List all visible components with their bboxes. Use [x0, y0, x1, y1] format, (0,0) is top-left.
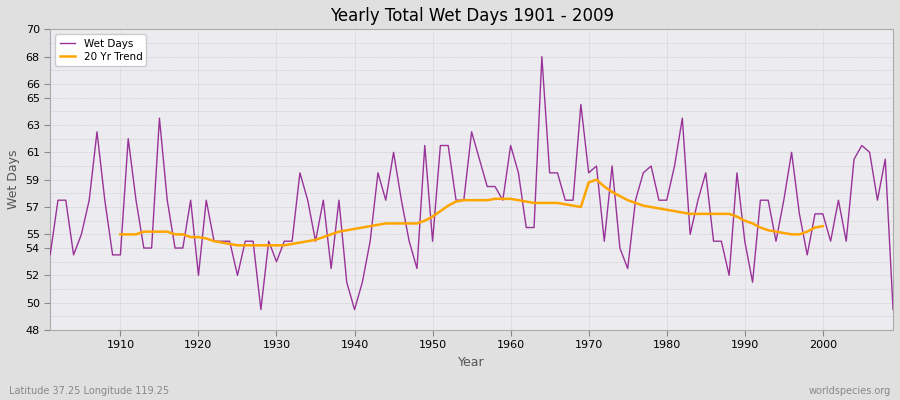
20 Yr Trend [201, 236, 212, 241]
20 Yr Trend [591, 177, 602, 182]
Wet Days [45, 252, 56, 257]
Wet Days [615, 246, 626, 250]
Wet Days [256, 307, 266, 312]
X-axis label: Year: Year [458, 356, 485, 369]
Legend: Wet Days, 20 Yr Trend: Wet Days, 20 Yr Trend [56, 34, 147, 66]
Text: Latitude 37.25 Longitude 119.25: Latitude 37.25 Longitude 119.25 [9, 386, 169, 396]
20 Yr Trend [232, 243, 243, 248]
20 Yr Trend [287, 242, 298, 246]
Text: worldspecies.org: worldspecies.org [809, 386, 891, 396]
Line: Wet Days: Wet Days [50, 57, 893, 310]
Wet Days [887, 307, 898, 312]
Wet Days [287, 239, 298, 244]
20 Yr Trend [817, 224, 828, 228]
20 Yr Trend [724, 212, 734, 216]
Y-axis label: Wet Days: Wet Days [7, 150, 20, 210]
Wet Days [505, 143, 516, 148]
Title: Yearly Total Wet Days 1901 - 2009: Yearly Total Wet Days 1901 - 2009 [329, 7, 614, 25]
Line: 20 Yr Trend: 20 Yr Trend [121, 180, 823, 245]
20 Yr Trend [810, 225, 821, 230]
Wet Days [513, 170, 524, 175]
Wet Days [334, 198, 345, 202]
20 Yr Trend [115, 232, 126, 237]
20 Yr Trend [302, 239, 313, 244]
Wet Days [107, 252, 118, 257]
20 Yr Trend [528, 200, 539, 205]
Wet Days [536, 54, 547, 59]
